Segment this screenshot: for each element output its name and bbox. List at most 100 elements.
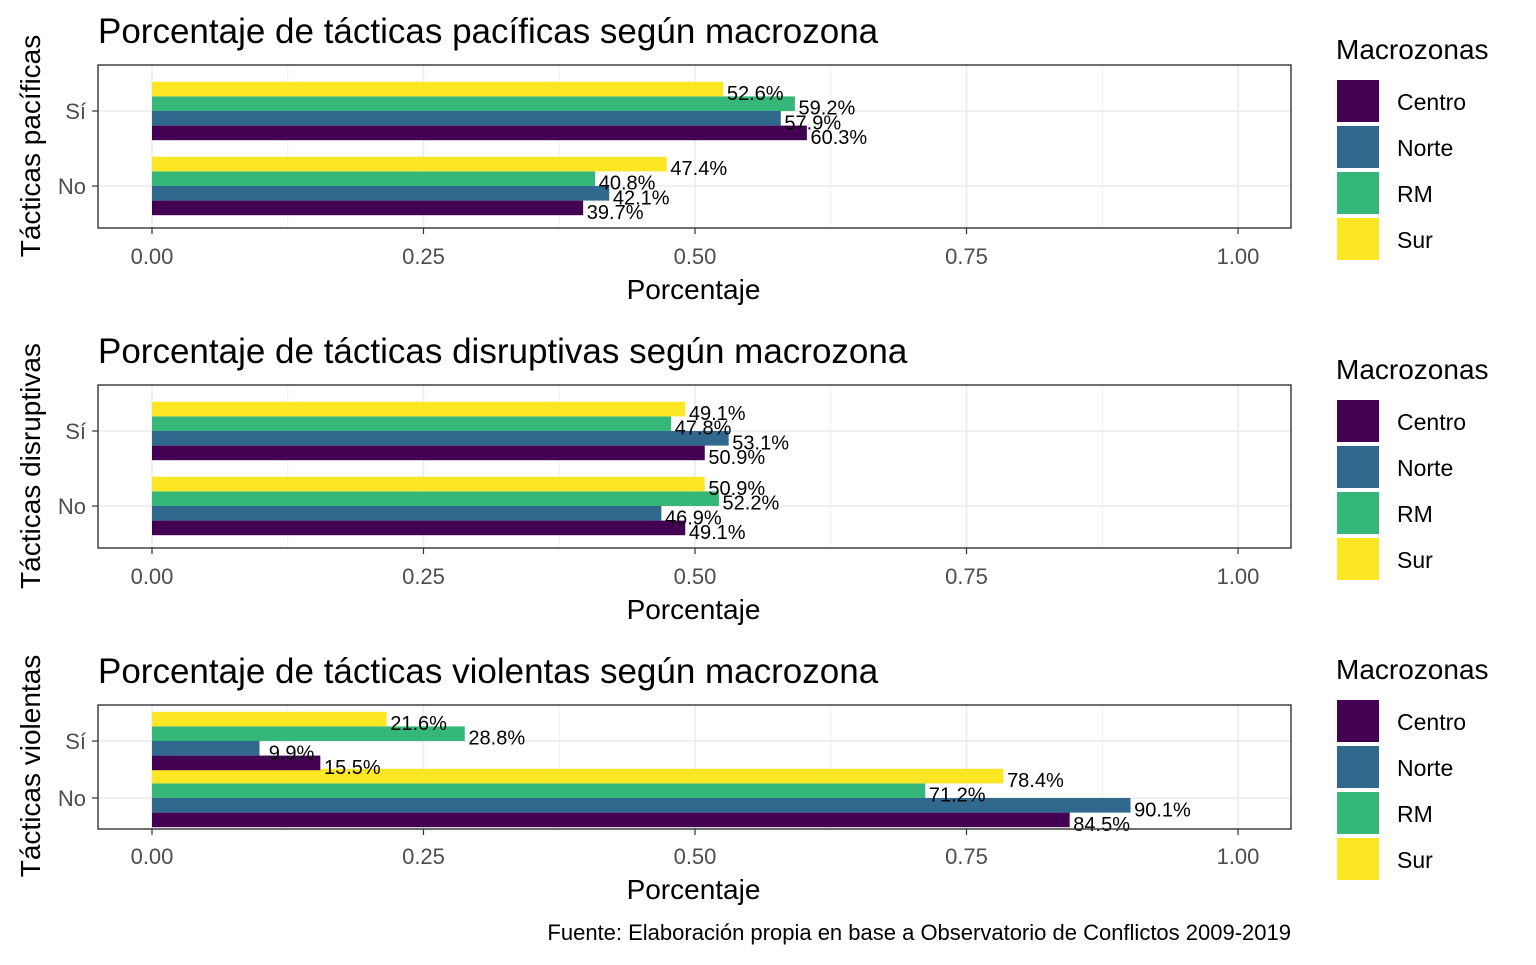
legend-key-sur (1337, 538, 1379, 580)
chart-title: Porcentaje de tácticas disruptivas según… (98, 332, 908, 371)
legend-label-sur: Sur (1397, 227, 1433, 253)
legend-label-rm: RM (1397, 501, 1433, 527)
data-label: 57.9% (784, 112, 841, 134)
legend-label-rm: RM (1397, 181, 1433, 207)
data-label: 84.5% (1073, 814, 1130, 836)
y-tick-label: No (58, 174, 86, 199)
x-tick-label: 0.75 (945, 844, 988, 869)
x-axis-label: Porcentaje (627, 874, 761, 905)
data-label: 60.3% (810, 127, 867, 149)
bar-rm-si (152, 416, 672, 431)
x-tick-label: 0.25 (402, 844, 445, 869)
caption: Fuente: Elaboración propia en base a Obs… (547, 920, 1291, 945)
panel-2: Porcentaje de tácticas disruptivas según… (15, 332, 1489, 625)
bar-sur-no (152, 768, 1004, 784)
data-label: 39.7% (587, 202, 644, 224)
data-label: 21.6% (390, 713, 447, 735)
bar-rm-no (152, 783, 926, 798)
legend-key-centro (1337, 700, 1379, 742)
bar-sur-no (152, 156, 667, 172)
legend-label-sur: Sur (1397, 547, 1433, 573)
data-label: 52.2% (723, 493, 780, 515)
x-tick-label: 1.00 (1217, 564, 1260, 589)
x-tick-label: 0.00 (131, 844, 174, 869)
bar-norte-no (152, 506, 662, 521)
data-label: 49.1% (689, 522, 746, 544)
panel-1: Porcentaje de tácticas pacíficas según m… (15, 12, 1489, 305)
legend-key-rm (1337, 492, 1379, 534)
bar-rm-no (152, 491, 719, 506)
bar-centro-no (152, 812, 1070, 828)
legend: Macrozonas Centro Norte RM Sur (1336, 654, 1489, 880)
data-label: 46.9% (665, 507, 722, 529)
legend-label-norte: Norte (1397, 755, 1453, 781)
bar-norte-si (152, 741, 260, 756)
chart-title: Porcentaje de tácticas violentas según m… (98, 652, 879, 691)
x-tick-label: 0.75 (945, 244, 988, 269)
y-tick-label: No (58, 786, 86, 811)
legend: Macrozonas Centro Norte RM Sur (1336, 354, 1489, 580)
legend-key-rm (1337, 792, 1379, 834)
bar-rm-si (152, 726, 465, 741)
data-label: 90.1% (1134, 799, 1191, 821)
bar-centro-si (152, 445, 705, 461)
bar-norte-si (152, 111, 781, 126)
legend-title: Macrozonas (1336, 34, 1489, 65)
legend-label-sur: Sur (1397, 847, 1433, 873)
x-tick-label: 0.50 (674, 244, 717, 269)
x-tick-label: 0.00 (131, 564, 174, 589)
data-label: 50.9% (708, 447, 765, 469)
x-axis-label: Porcentaje (627, 594, 761, 625)
y-axis-label: Tácticas pacíficas (15, 35, 46, 258)
bar-rm-si (152, 96, 795, 111)
bar-sur-no (152, 476, 705, 492)
data-label: 50.9% (708, 478, 765, 500)
data-label: 52.6% (727, 83, 784, 105)
y-axis-label: Tácticas disruptivas (15, 343, 46, 589)
y-tick-label: No (58, 494, 86, 519)
data-label: 47.8% (675, 418, 732, 440)
bar-sur-si (152, 81, 724, 97)
data-label: 71.2% (929, 785, 986, 807)
bar-norte-no (152, 186, 610, 201)
data-label: 40.8% (599, 173, 656, 195)
x-tick-label: 0.50 (674, 844, 717, 869)
x-tick-label: 0.25 (402, 564, 445, 589)
x-tick-label: 1.00 (1217, 844, 1260, 869)
bar-centro-no (152, 520, 686, 536)
legend-key-sur (1337, 218, 1379, 260)
bar-centro-si (152, 125, 807, 141)
legend-label-rm: RM (1397, 801, 1433, 827)
x-tick-label: 0.00 (131, 244, 174, 269)
legend-key-norte (1337, 126, 1379, 168)
y-tick-label: Sí (65, 419, 86, 444)
panel-3: Porcentaje de tácticas violentas según m… (15, 652, 1489, 905)
chart-title: Porcentaje de tácticas pacíficas según m… (98, 12, 879, 51)
legend-label-centro: Centro (1397, 709, 1466, 735)
data-label: 59.2% (799, 98, 856, 120)
bar-norte-no (152, 798, 1131, 813)
data-label: 28.8% (468, 728, 525, 750)
y-tick-label: Sí (65, 99, 86, 124)
legend-key-norte (1337, 746, 1379, 788)
legend: Macrozonas Centro Norte RM Sur (1336, 34, 1489, 260)
legend-label-centro: Centro (1397, 89, 1466, 115)
legend-title: Macrozonas (1336, 354, 1489, 385)
data-label: 78.4% (1007, 770, 1064, 792)
bar-centro-no (152, 200, 584, 216)
bar-sur-si (152, 401, 686, 417)
x-tick-label: 0.75 (945, 564, 988, 589)
data-label: 47.4% (670, 158, 727, 180)
x-tick-label: 0.25 (402, 244, 445, 269)
data-label: 53.1% (732, 432, 789, 454)
legend-label-centro: Centro (1397, 409, 1466, 435)
legend-key-centro (1337, 400, 1379, 442)
legend-key-sur (1337, 838, 1379, 880)
legend-label-norte: Norte (1397, 455, 1453, 481)
legend-title: Macrozonas (1336, 654, 1489, 685)
bar-rm-no (152, 171, 596, 186)
x-tick-label: 0.50 (674, 564, 717, 589)
legend-key-centro (1337, 80, 1379, 122)
